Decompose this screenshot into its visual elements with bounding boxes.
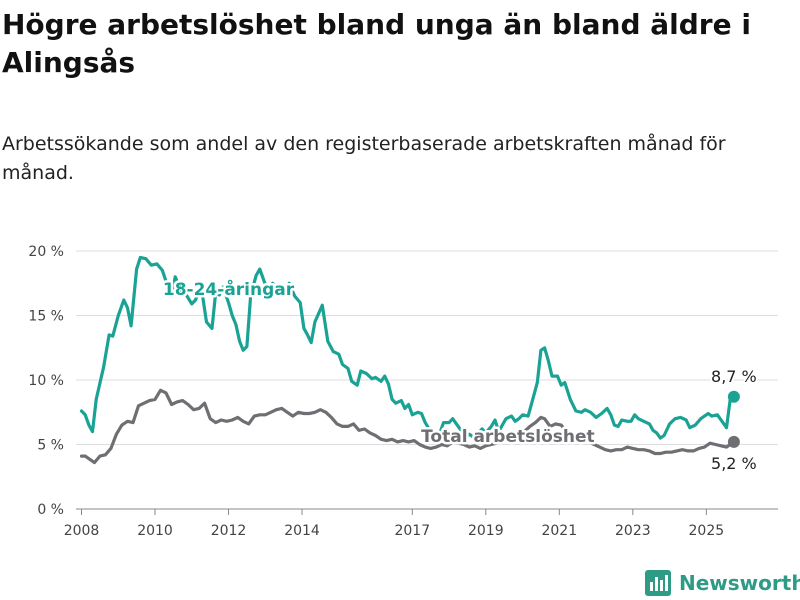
series-labels: 18-24-åringar 8,7 % Total arbetslöshet 5,2 … — [160, 275, 758, 475]
x-tick-label: 2019 — [468, 523, 504, 539]
y-tick-label: 5 % — [37, 438, 64, 454]
chart-subtitle: Arbetssökande som andel av den registerb… — [2, 133, 726, 184]
brand-name: Newsworthy — [679, 571, 800, 595]
series-end-point-18-24-ringar — [727, 390, 740, 403]
series-label-18-24-ringar: 18-24-åringar — [163, 278, 295, 300]
x-tick-label: 2010 — [137, 523, 173, 539]
series-lines — [79, 255, 740, 465]
x-tick-label: 2023 — [615, 523, 651, 539]
x-tick-label: 2021 — [541, 523, 577, 539]
x-tick-label: 2025 — [689, 523, 725, 539]
y-tick-label: 0 % — [37, 502, 64, 518]
series-end-point-total-arbetsl-shet — [727, 435, 740, 448]
grid — [76, 250, 778, 510]
x-tick-label: 2012 — [211, 523, 247, 539]
series-line-total-arbetsl-shet — [79, 388, 736, 465]
series-label-total-arbetsl-shet: Total arbetslöshet — [421, 427, 595, 447]
chart-title: Högre arbetslöshet bland unga än bland ä… — [2, 8, 751, 79]
end-value-label-18-24-ringar: 8,7 % — [711, 367, 757, 386]
y-tick-label: 15 % — [28, 309, 64, 325]
newsworthy-brand[interactable]: Newsworthy — [645, 566, 800, 600]
end-value-label-total-arbetsl-shet: 5,2 % — [711, 454, 757, 473]
bar-chart-logo-icon — [645, 570, 671, 596]
x-tick-label: 2008 — [64, 523, 100, 539]
y-tick-label: 10 % — [28, 373, 64, 389]
series-line-18-24-ringar — [79, 255, 736, 440]
y-tick-label: 20 % — [28, 244, 64, 260]
x-tick-label: 2017 — [394, 523, 430, 539]
x-tick-label: 2014 — [284, 523, 320, 539]
axes: 0 % 5 % 10 % 15 % 20 % 2008 2010 2012 2014 2017 20… — [28, 244, 724, 539]
